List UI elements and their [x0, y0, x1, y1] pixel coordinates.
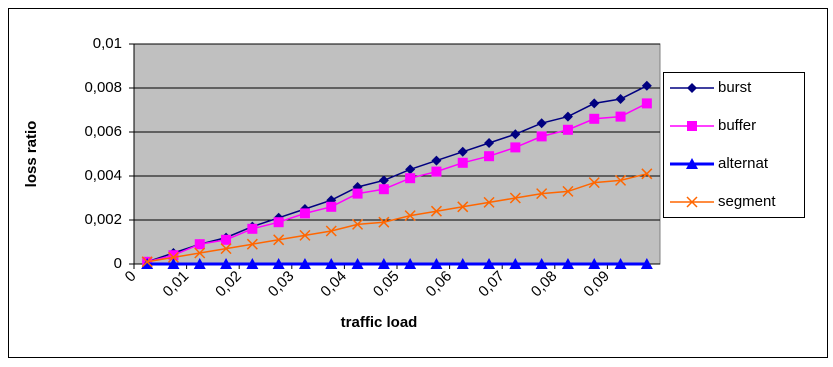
data-point — [194, 247, 206, 259]
data-point — [484, 151, 495, 162]
data-point — [299, 208, 310, 219]
data-point — [246, 258, 259, 269]
y-tick-label: 0 — [114, 255, 122, 272]
data-point — [378, 184, 389, 195]
plot-area — [133, 43, 661, 265]
data-point — [509, 258, 522, 269]
data-point — [193, 258, 206, 269]
data-point — [456, 258, 469, 269]
data-point — [431, 155, 442, 166]
data-point — [431, 166, 442, 177]
data-point — [273, 234, 285, 246]
data-point — [405, 173, 416, 184]
data-point — [589, 98, 600, 109]
data-point — [589, 113, 600, 124]
legend-label: alternat — [718, 155, 769, 172]
data-point — [510, 129, 521, 140]
data-point — [378, 216, 390, 228]
data-point — [377, 258, 390, 269]
legend — [663, 72, 805, 218]
data-point — [483, 258, 496, 269]
legend-marker — [687, 121, 697, 131]
y-tick-label: 0,004 — [84, 167, 122, 184]
data-point — [615, 94, 626, 104]
legend-label: buffer — [718, 117, 756, 134]
data-point — [457, 146, 468, 157]
data-point — [588, 177, 600, 189]
data-point — [536, 118, 547, 129]
data-point — [325, 225, 337, 237]
data-point — [562, 185, 574, 197]
data-point — [326, 201, 337, 212]
legend-marker — [686, 158, 698, 169]
data-point — [509, 192, 521, 204]
data-point — [535, 258, 548, 269]
data-point — [640, 258, 653, 269]
legend-marker — [686, 196, 698, 208]
y-tick-label: 0,008 — [84, 79, 122, 96]
data-point — [141, 258, 154, 269]
data-point — [141, 256, 153, 268]
data-point — [457, 201, 469, 213]
data-point — [405, 164, 416, 175]
data-point — [221, 234, 232, 245]
data-point — [430, 258, 443, 269]
data-point — [641, 98, 652, 109]
data-point — [351, 258, 364, 269]
x-axis-title: traffic load — [341, 314, 418, 331]
data-point — [220, 258, 233, 269]
data-point — [167, 258, 180, 269]
data-point — [325, 258, 338, 269]
legend-label: segment — [718, 193, 776, 210]
y-tick-label: 0,002 — [84, 211, 122, 228]
data-point — [536, 131, 547, 142]
data-point — [615, 174, 627, 186]
y-tick-label: 0,006 — [84, 123, 122, 140]
data-point — [246, 238, 258, 250]
series-line — [147, 173, 648, 263]
legend-marker — [687, 83, 697, 93]
data-point — [168, 250, 179, 261]
data-point — [483, 196, 495, 208]
data-point — [562, 124, 573, 135]
data-point — [247, 223, 258, 234]
data-point — [352, 188, 363, 199]
data-point — [220, 243, 232, 255]
data-point — [615, 111, 626, 122]
y-axis-title: loss ratio — [23, 121, 40, 188]
data-point — [273, 217, 284, 228]
data-point — [298, 258, 311, 269]
data-point — [536, 188, 548, 200]
data-point — [194, 239, 205, 250]
data-point — [299, 229, 311, 241]
data-point — [404, 210, 416, 222]
data-point — [641, 168, 653, 180]
y-tick-label: 0,01 — [93, 35, 122, 52]
data-point — [561, 258, 574, 269]
data-point — [588, 258, 601, 269]
data-point — [378, 175, 389, 186]
data-point — [430, 205, 442, 217]
data-point — [352, 218, 364, 230]
data-point — [614, 258, 627, 269]
data-point — [404, 258, 417, 269]
data-point — [562, 111, 573, 122]
legend-label: burst — [718, 79, 752, 96]
data-point — [484, 138, 495, 148]
data-point — [272, 258, 285, 269]
data-point — [167, 251, 179, 263]
data-point — [641, 80, 652, 91]
data-point — [510, 142, 521, 153]
data-point — [457, 157, 468, 168]
